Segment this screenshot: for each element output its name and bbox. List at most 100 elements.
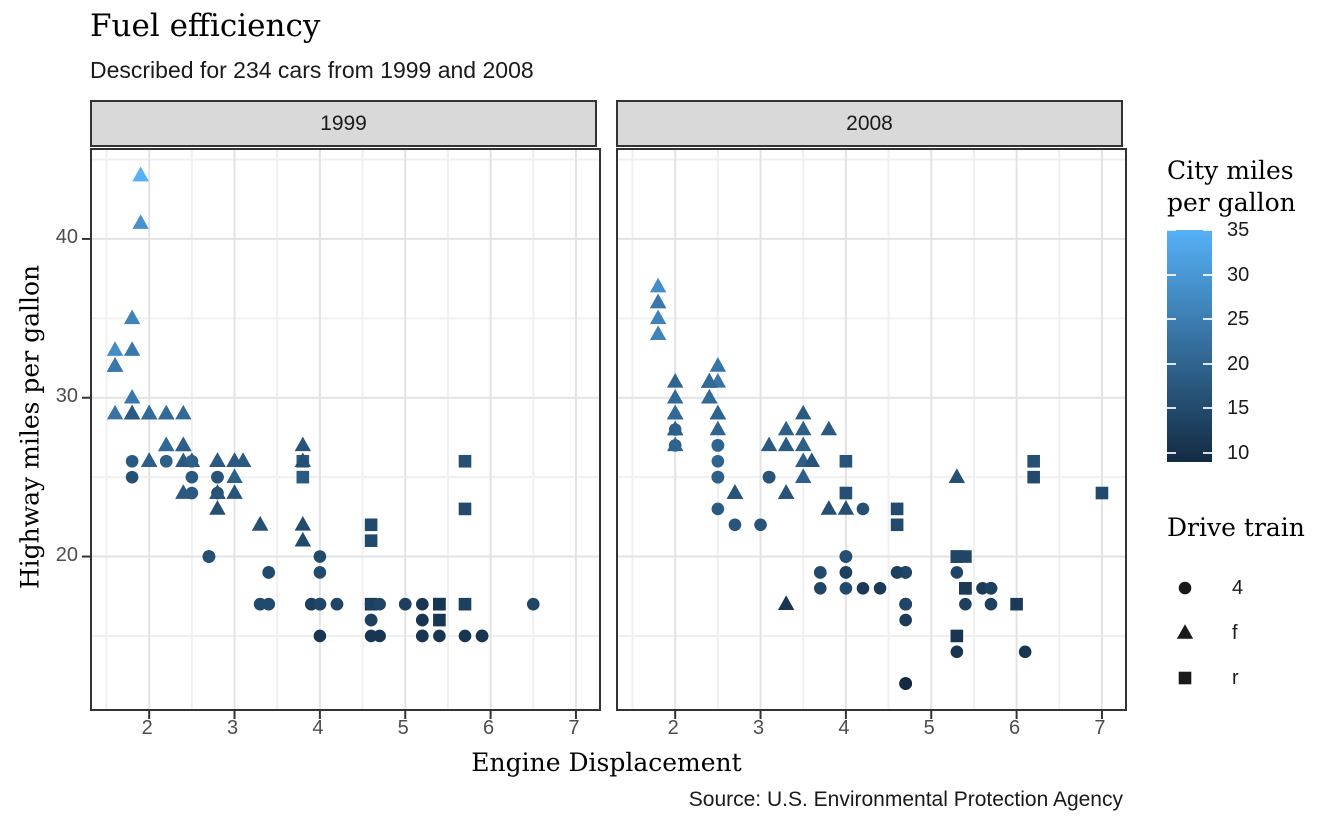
data-point — [202, 550, 216, 563]
data-point — [666, 404, 684, 420]
data-point — [890, 518, 904, 532]
data-point — [373, 597, 386, 611]
colorbar-tick-mark — [1203, 273, 1212, 276]
data-point — [175, 404, 192, 420]
facet-strip-2008: 2008 — [616, 100, 1123, 147]
data-point — [158, 404, 175, 420]
data-point — [185, 486, 199, 500]
data-point — [1027, 454, 1040, 468]
data-point — [313, 550, 327, 563]
data-point — [711, 454, 725, 468]
data-point — [209, 484, 226, 499]
data-point — [251, 515, 269, 531]
data-point — [839, 454, 853, 468]
data-point — [984, 597, 998, 611]
data-point — [313, 597, 327, 611]
chart-subtitle: Described for 234 cars from 1999 and 200… — [90, 57, 534, 83]
data-point — [711, 439, 725, 452]
data-point — [1178, 581, 1192, 595]
data-point — [948, 468, 966, 483]
colorbar-tick-mark — [1167, 318, 1176, 321]
data-point — [125, 470, 139, 484]
data-point — [373, 629, 386, 643]
data-point — [856, 502, 870, 516]
data-point — [1178, 671, 1192, 685]
data-point — [132, 214, 149, 229]
data-point — [175, 436, 192, 452]
data-point — [777, 436, 795, 452]
data-point — [701, 373, 718, 388]
data-point — [890, 566, 904, 579]
data-point — [762, 470, 776, 484]
data-point — [132, 166, 149, 182]
data-point — [795, 436, 812, 452]
triangle-key-icon — [1176, 624, 1194, 639]
data-point — [813, 566, 827, 579]
data-point — [1010, 597, 1023, 611]
legend-entry-f: f — [1172, 618, 1238, 648]
data-point — [313, 629, 327, 643]
data-point — [330, 597, 344, 611]
legend-entry-r: r — [1172, 663, 1239, 693]
colorbar-gradient — [1167, 230, 1212, 462]
data-point — [106, 341, 124, 356]
data-point — [890, 502, 904, 516]
data-point — [123, 404, 141, 420]
data-point — [226, 452, 243, 468]
x-tick-label: 7 — [1094, 717, 1106, 739]
data-point — [106, 357, 124, 372]
data-point — [984, 582, 998, 595]
points-layer — [106, 166, 540, 643]
facet-strip-label: 1999 — [320, 111, 367, 135]
scatter-panel-1999 — [82, 148, 601, 719]
colorbar-tick-label: 30 — [1227, 263, 1250, 286]
data-point — [458, 597, 472, 611]
data-point — [899, 677, 912, 690]
data-point — [649, 325, 667, 341]
data-point — [226, 484, 243, 499]
data-point — [666, 373, 684, 388]
circle-key-icon — [1178, 581, 1192, 595]
data-point — [158, 436, 175, 452]
x-tick-label: 5 — [397, 717, 409, 739]
data-point — [711, 470, 725, 484]
x-tick-label: 6 — [483, 717, 495, 739]
data-point — [313, 566, 327, 579]
data-point — [294, 531, 312, 547]
data-point — [711, 502, 725, 516]
data-point — [709, 357, 727, 372]
data-point — [433, 629, 446, 643]
colorbar-tick-mark — [1203, 318, 1212, 321]
colorbar-tick-label: 35 — [1227, 219, 1250, 241]
data-point — [1027, 470, 1040, 484]
data-point — [899, 613, 912, 627]
data-point — [364, 613, 378, 627]
scatter-canvas-2008 — [618, 150, 1125, 719]
data-point — [777, 484, 795, 499]
data-point — [760, 436, 778, 452]
colorbar-tick-label: 20 — [1227, 352, 1250, 375]
data-point — [726, 484, 744, 499]
data-point — [398, 597, 412, 611]
data-point — [364, 518, 378, 532]
data-point — [795, 468, 812, 483]
data-point — [959, 582, 972, 595]
data-point — [803, 452, 820, 468]
legend-entry-4: 4 — [1172, 573, 1243, 603]
data-point — [950, 629, 964, 643]
data-point — [140, 404, 158, 420]
data-point — [159, 454, 173, 468]
data-point — [649, 277, 667, 293]
legend-entry-label: r — [1232, 666, 1239, 689]
x-tick-label: 3 — [226, 717, 239, 739]
gridlines — [92, 150, 599, 709]
data-point — [211, 470, 224, 484]
legend-entry-label: 4 — [1232, 576, 1244, 599]
axis-tick-marks — [674, 711, 1103, 719]
data-point — [899, 597, 912, 611]
colorbar-legend-title: City miles per gallon — [1167, 156, 1296, 217]
data-point — [873, 582, 887, 595]
facet-strip-label: 2008 — [846, 111, 893, 135]
y-tick-label: 20 — [55, 543, 78, 566]
